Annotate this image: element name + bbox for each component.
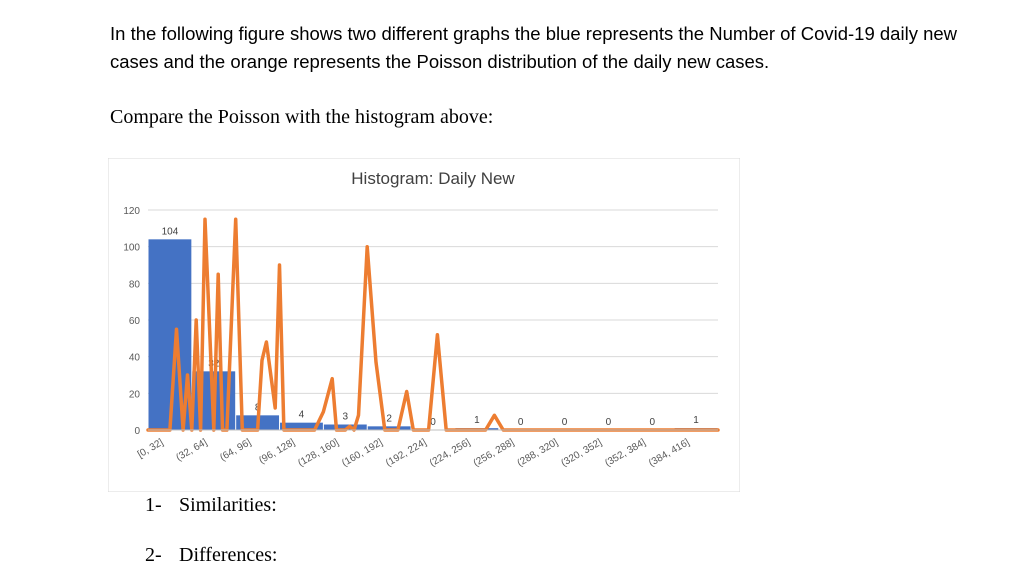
bar-data-label: 1 bbox=[474, 415, 480, 426]
y-tick-label: 20 bbox=[129, 389, 141, 400]
bar-data-label: 104 bbox=[162, 226, 179, 237]
histogram-bar bbox=[280, 422, 323, 430]
question-number: 2- bbox=[145, 544, 162, 566]
y-tick-label: 60 bbox=[129, 316, 141, 327]
histogram-bar bbox=[323, 424, 367, 430]
bar-data-label: 2 bbox=[386, 413, 392, 424]
question-differences: 2- Differences: bbox=[145, 544, 277, 567]
bar-data-label: 3 bbox=[343, 412, 349, 423]
y-tick-label: 120 bbox=[123, 206, 140, 217]
y-tick-label: 0 bbox=[134, 426, 140, 437]
chart-title: Histogram: Daily New bbox=[351, 169, 515, 188]
y-tick-label: 40 bbox=[129, 353, 141, 364]
question-similarities: 1- Similarities: bbox=[145, 494, 277, 517]
bar-data-label: 0 bbox=[518, 417, 524, 428]
bar-data-label: 0 bbox=[562, 417, 568, 428]
question-label: Differences: bbox=[179, 544, 278, 566]
y-tick-label: 80 bbox=[129, 279, 141, 290]
bar-data-label: 0 bbox=[606, 417, 612, 428]
bar-data-label: 1 bbox=[693, 415, 699, 426]
bar-data-label: 0 bbox=[649, 417, 655, 428]
question-label: Similarities: bbox=[179, 494, 277, 516]
histogram-chart: 0 20 40 60 80 100 120 104 32 8 4 3 2 0 1 0 0 0 0 1 [0, 32] (3… bbox=[107, 157, 741, 493]
histogram-bar bbox=[367, 426, 411, 430]
chart-frame bbox=[107, 157, 741, 493]
question-number: 1- bbox=[145, 494, 162, 516]
compare-instruction: Compare the Poisson with the histogram a… bbox=[110, 106, 494, 128]
y-tick-label: 100 bbox=[123, 243, 140, 254]
bar-data-label: 0 bbox=[430, 417, 436, 428]
bar-data-label: 4 bbox=[299, 410, 305, 421]
intro-text: In the following figure shows two differ… bbox=[110, 23, 958, 72]
